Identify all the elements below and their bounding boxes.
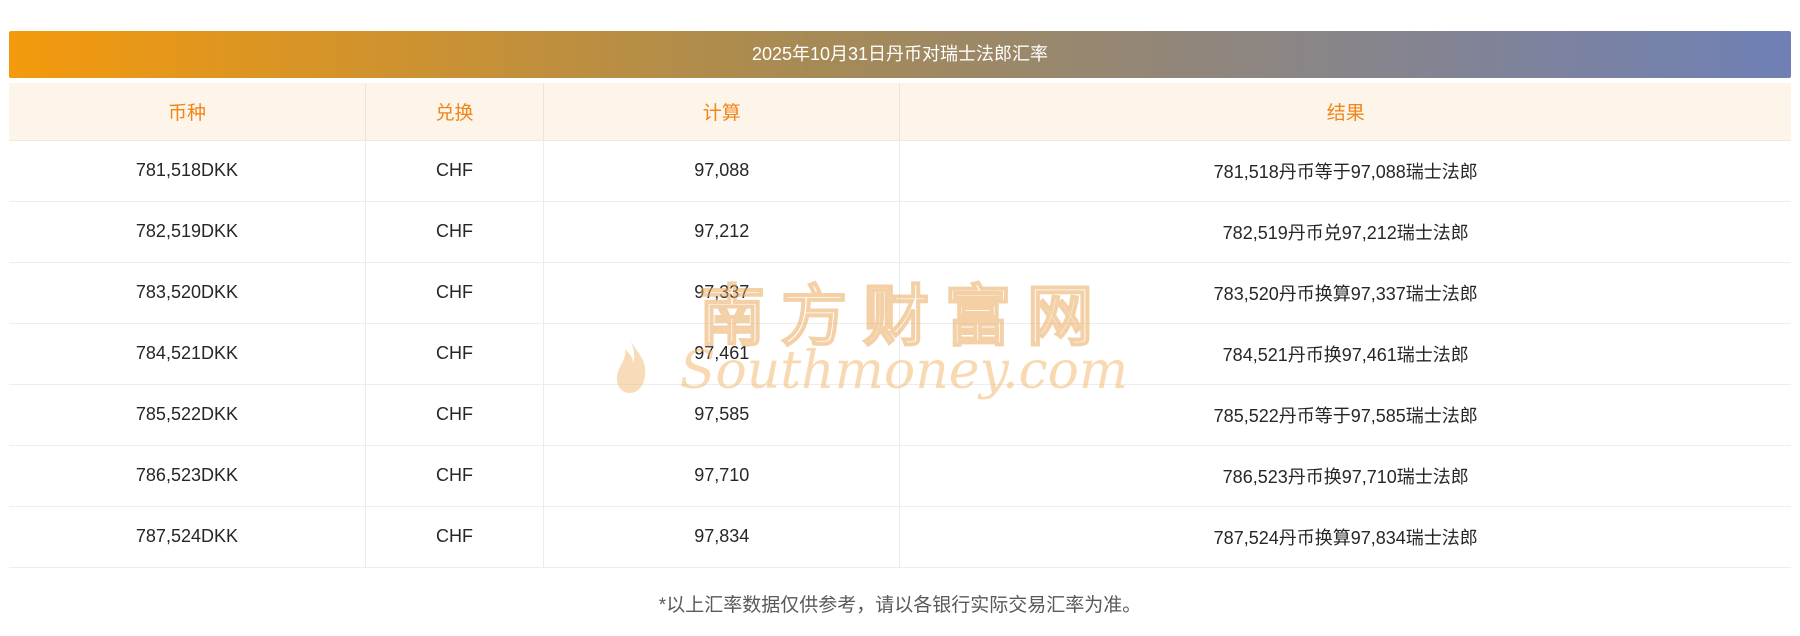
header-exchange: 兑换 (365, 83, 545, 141)
result-cell: 785,522丹币等于97,585瑞士法郎 (899, 384, 1791, 446)
calc-cell: 97,834 (543, 506, 901, 568)
calc-cell: 97,337 (543, 262, 901, 324)
exchange-rate-table: 币种 兑换 计算 结果 781,518DKK CHF 97,088 781,51… (9, 83, 1791, 568)
currency-cell: 781,518DKK (9, 140, 366, 202)
calc-cell: 97,585 (543, 384, 901, 446)
currency-cell: 783,520DKK (9, 262, 366, 324)
currency-cell: 786,523DKK (9, 445, 366, 507)
title-bar: 2025年10月31日丹币对瑞士法郎汇率 (9, 31, 1791, 78)
calc-cell: 97,212 (543, 201, 901, 263)
table-row: 785,522DKK CHF 97,585 785,522丹币等于97,585瑞… (9, 384, 1791, 446)
exchange-cell: CHF (365, 323, 545, 385)
exchange-cell: CHF (365, 140, 545, 202)
calc-cell: 97,710 (543, 445, 901, 507)
table-row: 783,520DKK CHF 97,337 783,520丹币换算97,337瑞… (9, 262, 1791, 324)
table-row: 781,518DKK CHF 97,088 781,518丹币等于97,088瑞… (9, 140, 1791, 202)
result-cell: 781,518丹币等于97,088瑞士法郎 (899, 140, 1791, 202)
exchange-cell: CHF (365, 262, 545, 324)
exchange-cell: CHF (365, 201, 545, 263)
table-row: 784,521DKK CHF 97,461 784,521丹币换97,461瑞士… (9, 323, 1791, 385)
currency-cell: 784,521DKK (9, 323, 366, 385)
result-cell: 787,524丹币换算97,834瑞士法郎 (899, 506, 1791, 568)
header-calc: 计算 (543, 83, 901, 141)
calc-cell: 97,461 (543, 323, 901, 385)
exchange-cell: CHF (365, 384, 545, 446)
exchange-rate-page: 2025年10月31日丹币对瑞士法郎汇率 币种 兑换 计算 结果 781,518… (9, 31, 1791, 617)
currency-cell: 782,519DKK (9, 201, 366, 263)
currency-cell: 785,522DKK (9, 384, 366, 446)
result-cell: 786,523丹币换97,710瑞士法郎 (899, 445, 1791, 507)
table-row: 787,524DKK CHF 97,834 787,524丹币换算97,834瑞… (9, 506, 1791, 568)
exchange-cell: CHF (365, 445, 545, 507)
page-title: 2025年10月31日丹币对瑞士法郎汇率 (751, 44, 1049, 64)
header-currency: 币种 (9, 83, 366, 141)
result-cell: 784,521丹币换97,461瑞士法郎 (899, 323, 1791, 385)
header-row: 币种 兑换 计算 结果 (9, 83, 1791, 141)
result-cell: 783,520丹币换算97,337瑞士法郎 (899, 262, 1791, 324)
table-row: 782,519DKK CHF 97,212 782,519丹币兑97,212瑞士… (9, 201, 1791, 263)
header-result: 结果 (899, 83, 1791, 141)
result-cell: 782,519丹币兑97,212瑞士法郎 (899, 201, 1791, 263)
currency-cell: 787,524DKK (9, 506, 366, 568)
table-row: 786,523DKK CHF 97,710 786,523丹币换97,710瑞士… (9, 445, 1791, 507)
footer-note: *以上汇率数据仅供参考，请以各银行实际交易汇率为准。 (658, 594, 1142, 616)
exchange-cell: CHF (365, 506, 545, 568)
calc-cell: 97,088 (543, 140, 901, 202)
